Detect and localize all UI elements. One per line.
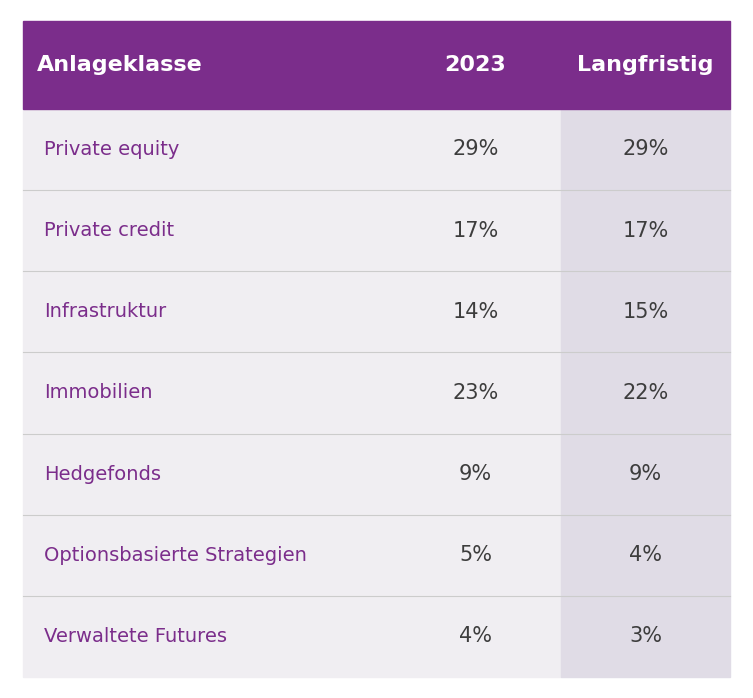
Bar — [560, 596, 730, 677]
Text: Immobilien: Immobilien — [44, 383, 152, 403]
Text: Langfristig: Langfristig — [578, 55, 714, 75]
Text: 14%: 14% — [453, 302, 498, 322]
Bar — [23, 21, 730, 109]
Bar — [23, 190, 560, 272]
Text: 17%: 17% — [453, 221, 498, 241]
Bar — [23, 514, 560, 596]
Text: 9%: 9% — [459, 464, 492, 484]
Text: 2023: 2023 — [445, 55, 507, 75]
Text: Verwaltete Futures: Verwaltete Futures — [44, 627, 227, 646]
Text: Private equity: Private equity — [44, 140, 179, 159]
Bar — [23, 433, 560, 514]
Bar — [23, 596, 560, 677]
Text: Infrastruktur: Infrastruktur — [44, 302, 166, 321]
Bar — [23, 272, 560, 352]
Text: 23%: 23% — [453, 383, 498, 403]
Text: Optionsbasierte Strategien: Optionsbasierte Strategien — [44, 546, 306, 565]
Text: 17%: 17% — [622, 221, 669, 241]
Bar — [23, 109, 560, 190]
Bar — [560, 109, 730, 190]
Text: 29%: 29% — [622, 140, 669, 159]
Text: 29%: 29% — [453, 140, 498, 159]
Bar — [560, 433, 730, 514]
Bar — [560, 514, 730, 596]
Bar — [23, 352, 560, 433]
Bar — [560, 352, 730, 433]
Text: 3%: 3% — [629, 627, 662, 646]
Bar — [560, 272, 730, 352]
Text: Private credit: Private credit — [44, 221, 174, 240]
Text: 22%: 22% — [622, 383, 669, 403]
Text: 15%: 15% — [622, 302, 669, 322]
Text: Anlageklasse: Anlageklasse — [38, 55, 203, 75]
Text: 4%: 4% — [629, 545, 662, 565]
Bar — [560, 190, 730, 272]
Text: 5%: 5% — [459, 545, 492, 565]
Text: Hedgefonds: Hedgefonds — [44, 465, 161, 484]
Text: 9%: 9% — [629, 464, 662, 484]
Text: 4%: 4% — [459, 627, 492, 646]
